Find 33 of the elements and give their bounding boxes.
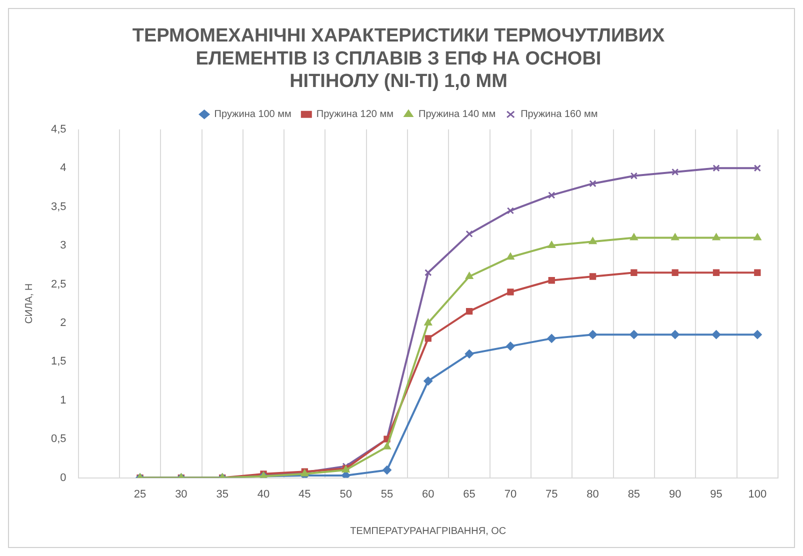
legend-label: Пружина 140 мм bbox=[418, 109, 496, 120]
x-tick-label: 35 bbox=[216, 488, 228, 500]
x-tick-label: 90 bbox=[668, 488, 682, 500]
y-tick-label: 3,5 bbox=[50, 200, 66, 213]
x-tick-label: 30 bbox=[175, 488, 188, 500]
x-axis-title: ТЕМПЕРАТУРАНАГРІВАННЯ, ОС bbox=[350, 526, 506, 537]
y-tick-label: 0,5 bbox=[50, 433, 66, 446]
x-tick-label: 25 bbox=[134, 488, 146, 500]
x-tick-label: 70 bbox=[504, 488, 517, 500]
x-tick-label: 95 bbox=[710, 488, 722, 500]
y-tick-label: 0 bbox=[60, 472, 66, 484]
y-tick-label: 4,5 bbox=[50, 123, 66, 136]
x-tick-label: 40 bbox=[257, 488, 270, 500]
x-tick-label: 75 bbox=[546, 488, 558, 500]
legend-label: Пружина 120 мм bbox=[316, 109, 394, 120]
x-tick-label: 100 bbox=[748, 488, 767, 500]
y-axis-title: СИЛА, Н bbox=[24, 283, 35, 324]
y-tick-label: 3 bbox=[60, 240, 66, 252]
y-tick-label: 2,5 bbox=[50, 278, 66, 290]
chart-title: ТЕРМОМЕХАНІЧНІ ХАРАКТЕРИСТИКИ ТЕРМОЧУТЛИВИХ ЕЛЕМЕНТІВ ІЗ СПЛАВІВ З ЕПФ НА ОСНОВІ НІТІНОЛУ (NI-TI) 1,0 ММ bbox=[132, 26, 665, 92]
x-tick-label: 50 bbox=[340, 488, 352, 500]
x-tick-label: 85 bbox=[628, 488, 640, 500]
x-tick-label: 45 bbox=[298, 488, 311, 500]
y-tick-label: 1 bbox=[60, 394, 66, 406]
x-tick-label: 80 bbox=[586, 488, 599, 500]
x-tick-label: 55 bbox=[380, 488, 394, 500]
y-tick-label: 4 bbox=[60, 162, 66, 174]
legend-label: Пружина 160 мм bbox=[520, 109, 598, 120]
y-tick-label: 1,5 bbox=[50, 356, 66, 368]
y-tick-label: 2 bbox=[60, 316, 66, 329]
legend-label: Пружина 100 мм bbox=[214, 109, 292, 120]
x-tick-label: 65 bbox=[463, 488, 476, 500]
x-tick-label: 60 bbox=[422, 488, 434, 500]
